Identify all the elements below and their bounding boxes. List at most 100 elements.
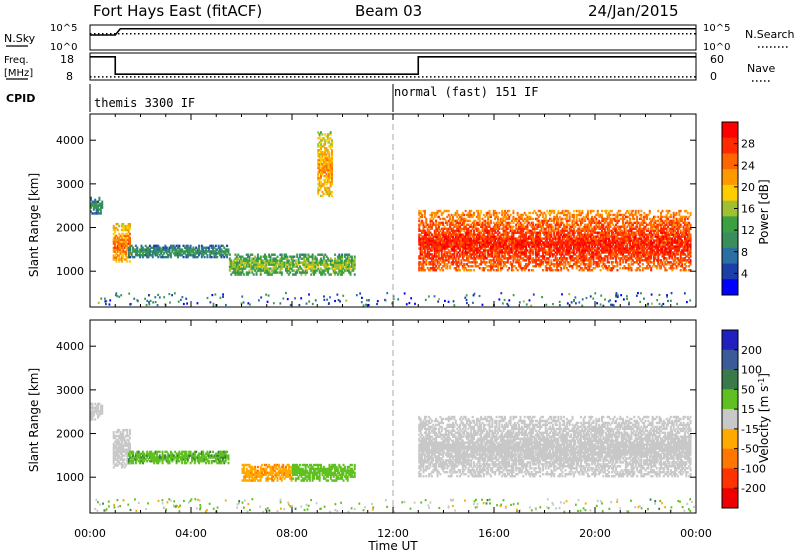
echo-cell — [465, 210, 467, 212]
echo-cell — [560, 267, 562, 269]
echo-cell — [529, 212, 531, 214]
echo-cell — [253, 273, 255, 275]
nave-axis-label: Nave — [747, 62, 775, 75]
echo-cell — [286, 255, 288, 257]
echo-cell — [654, 216, 656, 218]
echo-cell — [296, 254, 298, 256]
echo-cell — [351, 255, 353, 257]
echo-cell — [636, 216, 638, 218]
echo-cell — [512, 226, 514, 228]
echo-cell — [629, 218, 631, 220]
echo-cell — [448, 210, 450, 212]
echo-cell — [508, 267, 510, 269]
echo-cell — [473, 269, 475, 271]
echo-cell — [587, 210, 589, 212]
echo-cell — [512, 210, 514, 212]
echo-cell — [274, 254, 276, 256]
echo-cell — [569, 212, 571, 214]
echo-cell — [354, 273, 356, 275]
echo-cell — [469, 220, 471, 222]
echo-cell — [334, 254, 336, 256]
echo-cell — [532, 218, 534, 220]
echo-cell — [498, 212, 500, 214]
freq-axis-label: Freq. — [4, 55, 29, 66]
echo-cell — [608, 261, 610, 263]
echo-cell — [459, 269, 461, 271]
echo-cell — [101, 201, 103, 203]
echo-cell — [216, 256, 218, 258]
echo-cell — [305, 254, 307, 256]
echo-cell — [510, 214, 512, 216]
echo-cell — [331, 191, 333, 193]
echo-cell — [497, 216, 499, 218]
echo-cell — [215, 245, 217, 247]
echo-cell — [260, 255, 262, 257]
nsky-axis-label: N.Sky — [4, 32, 36, 45]
echo-cell — [126, 260, 128, 262]
echo-cell — [477, 210, 479, 212]
echo-cell — [227, 248, 229, 250]
echo-cell — [117, 229, 119, 231]
echo-cell — [616, 261, 618, 263]
echo-cell — [265, 255, 267, 257]
echo-cell — [211, 256, 213, 258]
echo-cell — [553, 210, 555, 212]
echo-cell — [118, 225, 120, 227]
echo-cell — [204, 256, 206, 258]
echo-cell — [136, 247, 138, 249]
echo-cell — [442, 269, 444, 271]
echo-cell — [567, 269, 569, 271]
echo-cell — [635, 210, 637, 212]
echo-cell — [129, 237, 131, 239]
echo-cell — [611, 210, 613, 212]
echo-cell — [316, 257, 318, 259]
echo-cell — [331, 149, 333, 151]
echo-cell — [281, 254, 283, 256]
echo-cell — [552, 269, 554, 271]
echo-cell — [496, 212, 498, 214]
echo-cell — [519, 261, 521, 263]
echo-cell — [98, 197, 100, 199]
echo-cell — [490, 214, 492, 216]
echo-cell — [601, 214, 603, 216]
echo-cell — [619, 210, 621, 212]
echo-cell — [517, 212, 519, 214]
echo-cell — [257, 254, 259, 256]
nsearch-tick-low: 10^0 — [703, 42, 730, 53]
echo-cell — [229, 254, 231, 256]
beam-label: Beam 03 — [355, 2, 422, 20]
echo-cell — [639, 265, 641, 267]
echo-cell — [354, 255, 356, 257]
echo-cell — [601, 210, 603, 212]
echo-cell — [493, 269, 495, 271]
echo-cell — [616, 269, 618, 271]
echo-cell — [628, 210, 630, 212]
freq-axis-unit: [MHz] — [4, 68, 33, 79]
freq-panel: Freq. [MHz] 18 8 60 0 Nave — [4, 53, 775, 83]
echo-cell — [328, 267, 330, 269]
echo-cell — [470, 210, 472, 212]
echo-cell — [473, 212, 475, 214]
echo-cell — [198, 245, 200, 247]
echo-cell — [206, 254, 208, 256]
date-label: 24/Jan/2015 — [588, 2, 679, 20]
echo-cell — [331, 139, 333, 141]
echo-cell — [640, 210, 642, 212]
nsky-panel: N.Sky 10^5 10^0 10^5 10^0 N.Search — [4, 23, 795, 53]
echo-cell — [638, 210, 640, 212]
nsearch-axis-label: N.Search — [745, 28, 795, 41]
echo-cell — [640, 214, 642, 216]
echo-cell — [323, 193, 325, 195]
echo-cell — [129, 223, 131, 225]
echo-cell — [243, 273, 245, 275]
echo-cell — [226, 245, 228, 247]
echo-cell — [479, 267, 481, 269]
echo-cell — [470, 269, 472, 271]
echo-cell — [573, 210, 575, 212]
echo-cell — [505, 265, 507, 267]
echo-cell — [330, 131, 332, 133]
echo-cell — [277, 255, 279, 257]
echo-cell — [552, 226, 554, 228]
echo-cell — [517, 269, 519, 271]
